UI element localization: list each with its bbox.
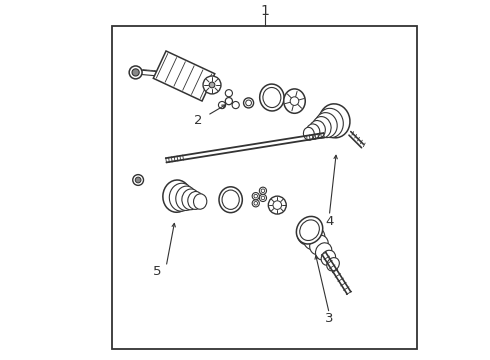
- Circle shape: [133, 175, 144, 185]
- Circle shape: [209, 82, 215, 88]
- Bar: [112, 26, 417, 348]
- Ellipse shape: [176, 186, 196, 211]
- Circle shape: [259, 194, 267, 202]
- Circle shape: [254, 194, 258, 198]
- Circle shape: [261, 189, 265, 193]
- Circle shape: [132, 69, 139, 76]
- Circle shape: [225, 90, 232, 97]
- Ellipse shape: [163, 180, 191, 212]
- Ellipse shape: [321, 250, 336, 265]
- Ellipse shape: [260, 84, 284, 111]
- Circle shape: [252, 200, 259, 207]
- Ellipse shape: [263, 87, 281, 108]
- Ellipse shape: [182, 189, 200, 210]
- Ellipse shape: [170, 183, 194, 211]
- Ellipse shape: [319, 104, 350, 138]
- Circle shape: [232, 102, 239, 109]
- Text: 5: 5: [153, 265, 161, 278]
- Ellipse shape: [188, 192, 203, 210]
- Ellipse shape: [296, 216, 323, 244]
- Text: 2: 2: [194, 114, 203, 127]
- Ellipse shape: [219, 187, 243, 213]
- Ellipse shape: [315, 113, 337, 138]
- Text: 4: 4: [325, 215, 334, 228]
- Circle shape: [273, 201, 282, 210]
- Circle shape: [290, 97, 299, 105]
- Circle shape: [245, 100, 251, 106]
- Circle shape: [261, 196, 265, 200]
- Circle shape: [259, 187, 267, 194]
- Circle shape: [135, 177, 141, 183]
- Circle shape: [254, 202, 258, 205]
- Circle shape: [219, 102, 225, 109]
- Ellipse shape: [318, 108, 343, 138]
- Ellipse shape: [327, 258, 340, 271]
- Circle shape: [252, 193, 259, 200]
- Text: 1: 1: [260, 4, 269, 18]
- Circle shape: [269, 196, 286, 214]
- Ellipse shape: [300, 220, 319, 240]
- Ellipse shape: [306, 124, 320, 139]
- Ellipse shape: [303, 127, 314, 140]
- Text: 3: 3: [325, 311, 334, 325]
- Circle shape: [203, 76, 221, 94]
- Ellipse shape: [304, 227, 325, 249]
- Circle shape: [129, 66, 142, 79]
- Ellipse shape: [297, 219, 322, 245]
- Ellipse shape: [284, 89, 305, 113]
- Ellipse shape: [310, 235, 328, 255]
- Polygon shape: [153, 51, 215, 101]
- Ellipse shape: [312, 117, 331, 138]
- Ellipse shape: [310, 121, 325, 138]
- Ellipse shape: [222, 190, 239, 210]
- Circle shape: [225, 98, 232, 105]
- Ellipse shape: [194, 194, 207, 209]
- Circle shape: [244, 98, 254, 108]
- Ellipse shape: [316, 243, 332, 260]
